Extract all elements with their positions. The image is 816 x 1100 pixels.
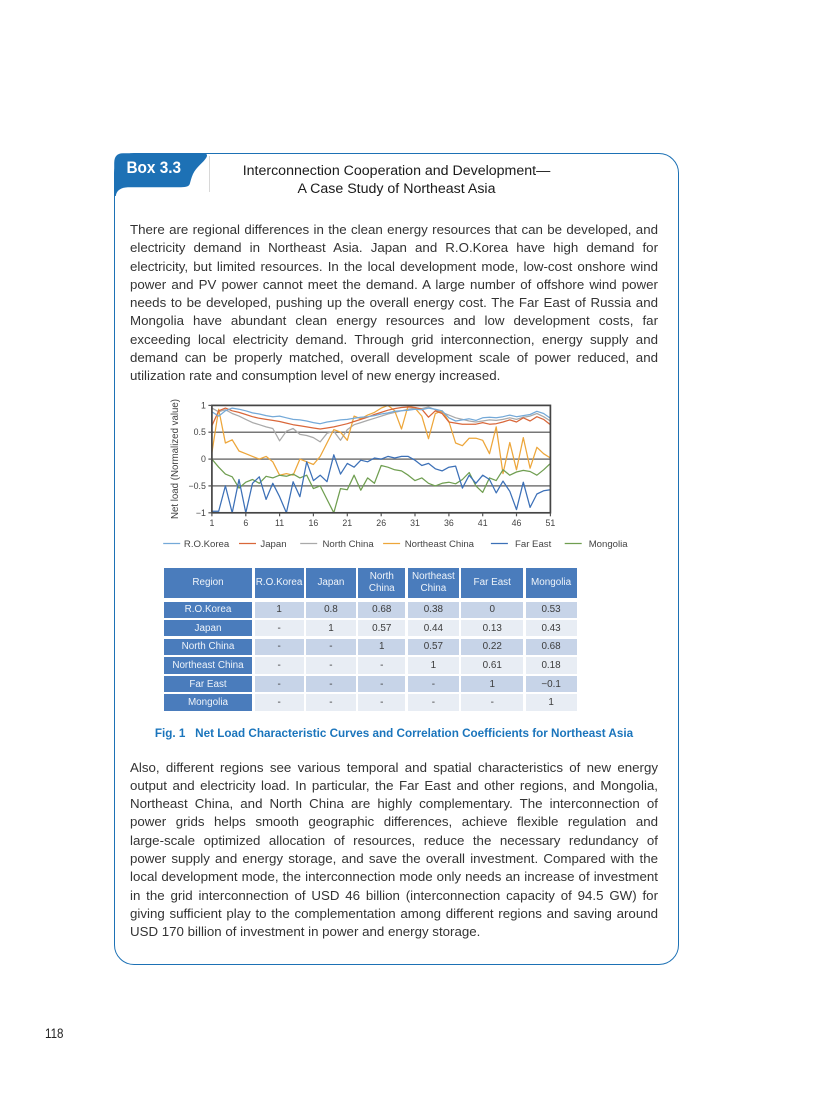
svg-text:31: 31	[410, 518, 420, 528]
svg-text:Mongolia: Mongolia	[589, 539, 629, 550]
svg-text:41: 41	[478, 518, 488, 528]
svg-text:51: 51	[546, 518, 556, 528]
svg-text:0.5: 0.5	[194, 427, 206, 437]
svg-text:1: 1	[209, 518, 214, 528]
svg-text:6: 6	[243, 518, 248, 528]
svg-text:11: 11	[275, 518, 284, 528]
svg-text:Northeast China: Northeast China	[405, 539, 475, 550]
svg-text:R.O.Korea: R.O.Korea	[184, 539, 230, 550]
svg-text:Far East: Far East	[515, 539, 552, 550]
svg-text:−1: −1	[196, 508, 206, 518]
svg-text:0: 0	[201, 454, 206, 464]
svg-text:26: 26	[376, 518, 386, 528]
svg-text:21: 21	[342, 518, 352, 528]
svg-text:Japan: Japan	[260, 539, 286, 550]
svg-text:46: 46	[512, 518, 522, 528]
svg-text:1: 1	[201, 400, 206, 410]
svg-text:16: 16	[309, 518, 319, 528]
svg-text:North China: North China	[323, 539, 375, 550]
svg-text:Net load (Normalized value): Net load (Normalized value)	[170, 399, 181, 519]
svg-text:36: 36	[444, 518, 454, 528]
svg-text:−0.5: −0.5	[189, 481, 206, 491]
